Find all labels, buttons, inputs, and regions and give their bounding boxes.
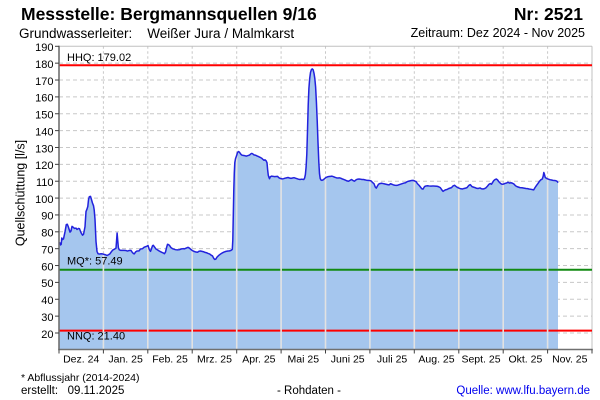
- svg-text:120: 120: [35, 160, 53, 172]
- svg-text:30: 30: [41, 312, 53, 324]
- svg-text:150: 150: [35, 110, 53, 122]
- svg-text:50: 50: [41, 278, 53, 290]
- svg-text:Jan. 25: Jan. 25: [108, 354, 143, 366]
- svg-text:Nov. 25: Nov. 25: [552, 354, 588, 366]
- svg-text:MQ*: 57.49: MQ*: 57.49: [67, 256, 123, 268]
- svg-text:180: 180: [35, 59, 53, 71]
- svg-text:NNQ: 21.40: NNQ: 21.40: [67, 331, 125, 343]
- svg-text:HHQ: 179.02: HHQ: 179.02: [67, 52, 131, 64]
- svg-text:70: 70: [41, 244, 53, 256]
- svg-text:170: 170: [35, 76, 53, 88]
- svg-text:Mai 25: Mai 25: [288, 354, 320, 366]
- svg-text:Juni 25: Juni 25: [331, 354, 365, 366]
- svg-text:60: 60: [41, 261, 53, 273]
- svg-text:Dez. 24: Dez. 24: [63, 354, 99, 366]
- svg-text:Juli 25: Juli 25: [377, 354, 408, 366]
- svg-text:80: 80: [41, 228, 53, 240]
- svg-text:Okt. 25: Okt. 25: [508, 354, 542, 366]
- svg-text:100: 100: [35, 194, 53, 206]
- svg-text:Aug. 25: Aug. 25: [418, 354, 454, 366]
- svg-text:Mrz. 25: Mrz. 25: [197, 354, 232, 366]
- svg-text:130: 130: [35, 143, 53, 155]
- svg-text:Apr. 25: Apr. 25: [242, 354, 275, 366]
- svg-text:40: 40: [41, 295, 53, 307]
- svg-text:190: 190: [35, 42, 53, 54]
- svg-text:90: 90: [41, 211, 53, 223]
- svg-text:Quellschüttung [l/s]: Quellschüttung [l/s]: [14, 140, 28, 246]
- svg-text:Feb. 25: Feb. 25: [152, 354, 188, 366]
- svg-text:Sept. 25: Sept. 25: [461, 354, 500, 366]
- svg-text:110: 110: [36, 177, 54, 189]
- svg-text:140: 140: [35, 126, 53, 138]
- svg-text:20: 20: [41, 329, 53, 341]
- svg-text:160: 160: [35, 93, 53, 105]
